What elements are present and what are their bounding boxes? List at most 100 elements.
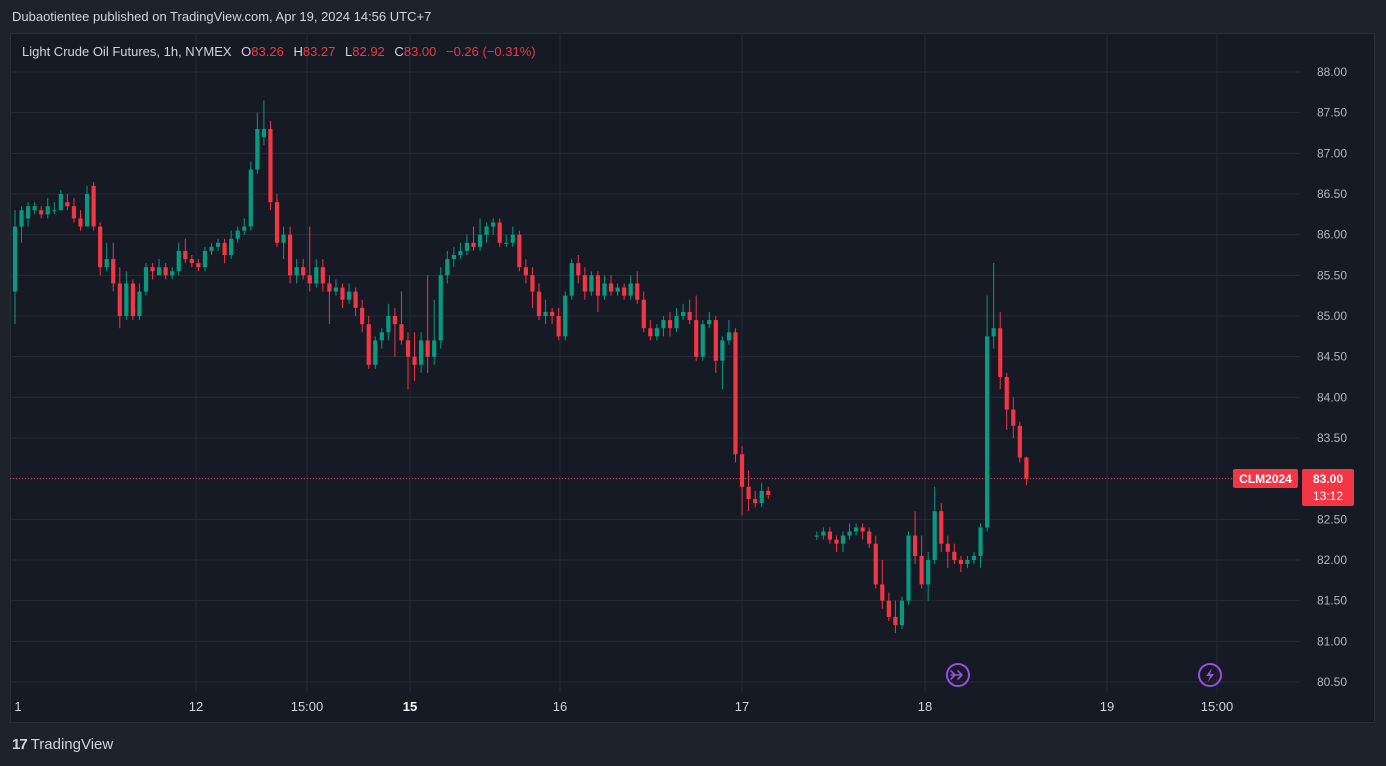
candle-body (523, 267, 528, 276)
candle (294, 259, 299, 284)
candle-body (919, 555, 924, 585)
tradingview-brand: TradingView (30, 736, 114, 753)
candle (958, 555, 963, 573)
candle (589, 271, 594, 296)
candle-body (985, 336, 990, 528)
candle-body (556, 316, 561, 337)
candle-body (288, 234, 293, 276)
candle-body (615, 287, 620, 292)
candle-body (484, 226, 489, 235)
candle-body (867, 531, 872, 544)
candle (111, 242, 116, 292)
candle-body (104, 259, 109, 268)
tradingview-logo-icon: 17 (12, 736, 28, 753)
price-tick-label: 83.50 (1317, 431, 1347, 445)
candle (530, 267, 535, 308)
candle-body (635, 283, 640, 300)
tradingview-logo[interactable]: 17 TradingView (12, 736, 113, 753)
candle (759, 482, 764, 508)
candle (965, 555, 970, 569)
candle (340, 283, 345, 308)
candle-body (926, 560, 931, 585)
candle-body (65, 202, 70, 207)
split-icon[interactable] (946, 663, 970, 687)
candle-body (504, 242, 509, 244)
candle-body (464, 242, 470, 251)
candle (654, 324, 659, 341)
candle-body (674, 316, 679, 329)
candle (694, 295, 699, 361)
candle (873, 535, 878, 589)
candle (985, 295, 990, 532)
candle-body (834, 539, 839, 544)
candle (248, 161, 253, 231)
candle-body (958, 560, 963, 565)
candle-body (628, 283, 633, 296)
candle (26, 202, 31, 227)
candle (978, 523, 983, 569)
price-tick-label: 82.50 (1317, 512, 1347, 526)
candle-body (379, 332, 384, 341)
lightning-icon[interactable] (1198, 663, 1222, 687)
candle (419, 332, 424, 373)
candle (576, 255, 581, 284)
time-tick-label: 15 (403, 699, 417, 714)
candle (130, 279, 135, 321)
candle (814, 531, 819, 540)
candle-body (91, 185, 96, 227)
candle (595, 271, 601, 312)
candle (438, 267, 443, 349)
candle (98, 222, 103, 276)
legend-change: −0.26 (−0.31%) (445, 44, 536, 59)
candle (550, 307, 555, 325)
candle-body (886, 600, 891, 617)
candle-body (641, 299, 646, 329)
candle (386, 303, 391, 341)
candle (209, 242, 214, 255)
candle-body (163, 267, 168, 276)
candle-body (432, 340, 437, 357)
candle (648, 320, 653, 341)
candle-body (906, 535, 911, 601)
candle-body (84, 194, 90, 227)
candle-body (827, 531, 832, 540)
grid-lines (10, 34, 1300, 692)
candle-body (893, 616, 898, 626)
candle-body (477, 234, 483, 247)
candle (1024, 456, 1029, 486)
candle (746, 470, 751, 512)
candle (32, 202, 37, 215)
candle-body (510, 234, 515, 243)
candle-body (713, 320, 718, 361)
candle (569, 259, 574, 300)
chart-frame[interactable] (10, 33, 1375, 723)
candle-body (39, 210, 44, 215)
candle-body (360, 307, 365, 325)
candle-body (471, 242, 476, 247)
candle (255, 112, 260, 174)
candle-body (860, 527, 865, 532)
candle (373, 336, 378, 369)
chart-legend: Light Crude Oil Futures, 1h, NYMEX O83.2… (22, 44, 536, 59)
price-tick-label: 88.00 (1317, 65, 1347, 79)
candle (471, 226, 476, 251)
candle-body (143, 267, 149, 292)
candle-body (248, 169, 253, 227)
candle (563, 291, 568, 341)
candle (261, 100, 266, 146)
candle (91, 181, 96, 231)
candle (971, 551, 977, 565)
candle-body (98, 226, 103, 268)
candle-body (622, 287, 627, 296)
candle (78, 210, 83, 231)
candle (641, 291, 646, 333)
candle (700, 320, 705, 361)
time-tick-label: 15:00 (291, 699, 324, 714)
price-tag-value-box (1302, 469, 1354, 506)
candle (104, 242, 109, 272)
candle-body (45, 206, 50, 215)
candle (1011, 397, 1016, 438)
candle (117, 267, 122, 329)
candle (39, 206, 44, 219)
